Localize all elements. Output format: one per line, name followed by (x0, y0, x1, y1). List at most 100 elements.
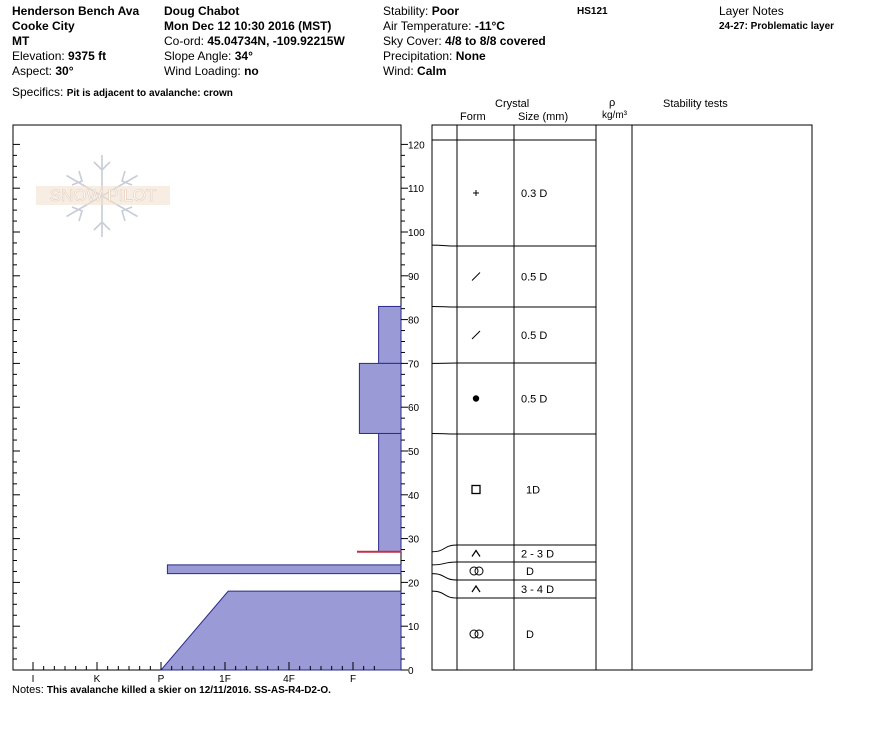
hardness-layer-2 (378, 305, 402, 364)
slope-value: 34° (234, 49, 253, 63)
stability-label: Stability: (383, 4, 429, 18)
crystal-table-frame (431, 124, 813, 671)
rounded-grain-icon (469, 566, 479, 576)
hardness-label-4f: 4F (283, 674, 295, 685)
dot-icon (472, 395, 480, 402)
observation-datetime: Mon Dec 12 10:30 2016 (MST) (164, 19, 332, 33)
crystal-rows: 0.3 D 0.5 D 0.5 D 0.5 D 1D 2 - 3 D D 3 - 4 D D (431, 139, 596, 641)
form-header: Form (460, 111, 486, 123)
depth-axis: 0 10 20 30 40 50 60 70 80 90 100 110 120 (401, 140, 425, 677)
crystal-size-label: 0.5 D (521, 272, 547, 284)
stability-tests-header: Stability tests (663, 98, 728, 110)
wind-loading-value: no (244, 64, 259, 78)
rho-header: ρ (609, 97, 616, 109)
wind-row: Wind: Calm (383, 64, 546, 79)
depth-label: 30 (408, 535, 420, 546)
coord-row: Co-ord: 45.04734N, -109.92215W (164, 34, 345, 49)
layer-notes-value: 24-27: Problematic layer (719, 21, 835, 32)
coord-value: 45.04734N, -109.92215W (207, 34, 345, 48)
specifics-value: Pit is adjacent to avalanche: crown (66, 88, 233, 99)
depth-connector (431, 544, 458, 553)
wind-loading-label: Wind Loading: (164, 64, 241, 78)
slash-icon (471, 272, 481, 281)
left-axis-ticks (13, 143, 20, 671)
crystal-size-label: 2 - 3 D (521, 549, 554, 561)
depth-label: 90 (408, 272, 420, 283)
notes-label: Notes: (12, 684, 44, 696)
rounded-grain-icon (474, 566, 484, 576)
depth-connector (431, 305, 458, 308)
rounded-grain-icon (469, 629, 479, 639)
specifics-label: Specifics: (12, 85, 64, 99)
slash-icon (471, 330, 481, 340)
precip-label: Precipitation: (383, 49, 453, 63)
header-col2: Doug Chabot Mon Dec 12 10:30 2016 (MST) … (164, 4, 345, 79)
sky-value: 4/8 to 8/8 covered (445, 34, 546, 48)
notes-value: This avalanche killed a skier on 12/11/2… (46, 685, 331, 696)
crystal-size-label: D (526, 566, 534, 578)
sky-row: Sky Cover: 4/8 to 8/8 covered (383, 34, 546, 49)
snowpilot-logo: SNOW PILOT (36, 155, 170, 237)
slope-row: Slope Angle: 34° (164, 49, 345, 64)
crystal-size-label: 0.5 D (521, 330, 547, 342)
logo-banner (36, 186, 170, 205)
depth-connector (431, 432, 458, 435)
stability-row: Stability: Poor (383, 4, 546, 19)
logo-text: SNOW PILOT (50, 186, 157, 205)
snowflake-icon (66, 155, 138, 237)
depth-label: 70 (408, 359, 420, 370)
depth-label: 120 (408, 140, 425, 151)
crystal-size-label: 3 - 4 D (521, 584, 554, 596)
profile-code: HS121 (577, 6, 608, 17)
hardness-layer-4 (378, 432, 402, 553)
hardness-label-i: I (32, 674, 35, 685)
crystal-size-label: 1D (526, 485, 540, 497)
depth-label: 80 (408, 316, 420, 327)
precip-row: Precipitation: None (383, 49, 546, 64)
hardness-label-k: K (94, 674, 101, 685)
air-temp-value: -11°C (474, 19, 505, 33)
rounded-grain-icon (474, 629, 484, 639)
precip-value: None (455, 49, 486, 63)
hardness-layer-6 (166, 564, 402, 575)
depth-connector (431, 244, 458, 247)
elevation-row: Elevation: 9375 ft (12, 49, 139, 64)
density-unit-header: kg/m³ (602, 110, 627, 121)
wind-label: Wind: (383, 64, 414, 78)
depth-connector (431, 561, 458, 566)
square-icon (471, 484, 481, 495)
crystal-size-label: 0.3 D (521, 188, 547, 200)
observer-name: Doug Chabot (164, 4, 240, 18)
depth-connector (431, 573, 458, 581)
hardness-label-1f: 1F (219, 674, 231, 685)
sky-label: Sky Cover: (383, 34, 442, 48)
crystal-size-label: D (526, 629, 534, 641)
hardness-layer-3 (358, 362, 402, 434)
elevation-value: 9375 ft (68, 49, 107, 63)
state-name: MT (12, 34, 30, 48)
aspect-row: Aspect: 30° (12, 64, 139, 79)
coord-label: Co-ord: (164, 34, 205, 48)
hardness-layer-8 (159, 590, 402, 671)
aspect-label: Aspect: (12, 64, 53, 78)
depth-label: 10 (408, 622, 420, 633)
crystal-size-label: 0.5 D (521, 394, 547, 406)
air-temp-row: Air Temperature: -11°C (383, 19, 546, 34)
depth-label: 60 (408, 403, 420, 414)
hardness-label-p: P (158, 674, 165, 685)
wind-value: Calm (417, 64, 447, 78)
depth-label: 40 (408, 491, 420, 502)
notes-row: Notes: This avalanche killed a skier on … (12, 684, 331, 697)
stability-value: Poor (431, 4, 460, 18)
location-name: Henderson Bench Ava (12, 4, 140, 18)
depth-connector (431, 590, 458, 599)
depth-label: 0 (408, 666, 414, 677)
size-header: Size (mm) (518, 111, 569, 123)
elevation-label: Elevation: (12, 49, 65, 63)
area-name: Cooke City (12, 19, 75, 33)
depth-label: 100 (408, 228, 425, 239)
header-col1: Henderson Bench Ava Cooke City MT Elevat… (12, 4, 139, 79)
hardness-label-f: F (350, 674, 356, 685)
header-col3: Stability: Poor Air Temperature: -11°C S… (383, 4, 546, 79)
aspect-value: 30° (55, 64, 74, 78)
